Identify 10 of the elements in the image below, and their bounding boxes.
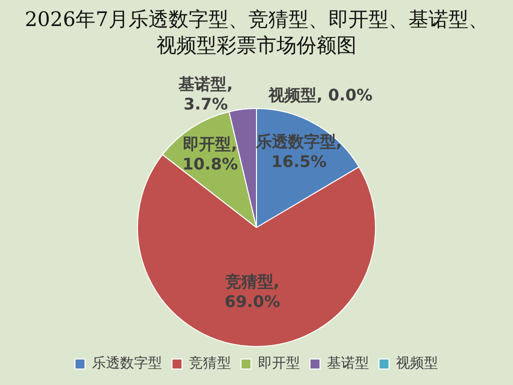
legend-label: 竞猜型 [189, 356, 231, 372]
text: 视频型, 0.0% [268, 86, 373, 105]
chart-title: 2026年7月乐透数字型、竞猜型、即开型、基诺型、视频型彩票市场份额图 [24, 6, 490, 59]
legend-label: 即开型 [258, 356, 300, 372]
data-label: 竞猜型, 69.0% [224, 272, 280, 311]
legend-label: 视频型 [396, 356, 438, 372]
legend-label: 基诺型 [327, 356, 369, 372]
data-label: 基诺型, 3.7% [178, 74, 233, 114]
legend-label: 乐透数字型 [92, 356, 162, 372]
data-label: 即开型, 10.8% [182, 134, 238, 174]
